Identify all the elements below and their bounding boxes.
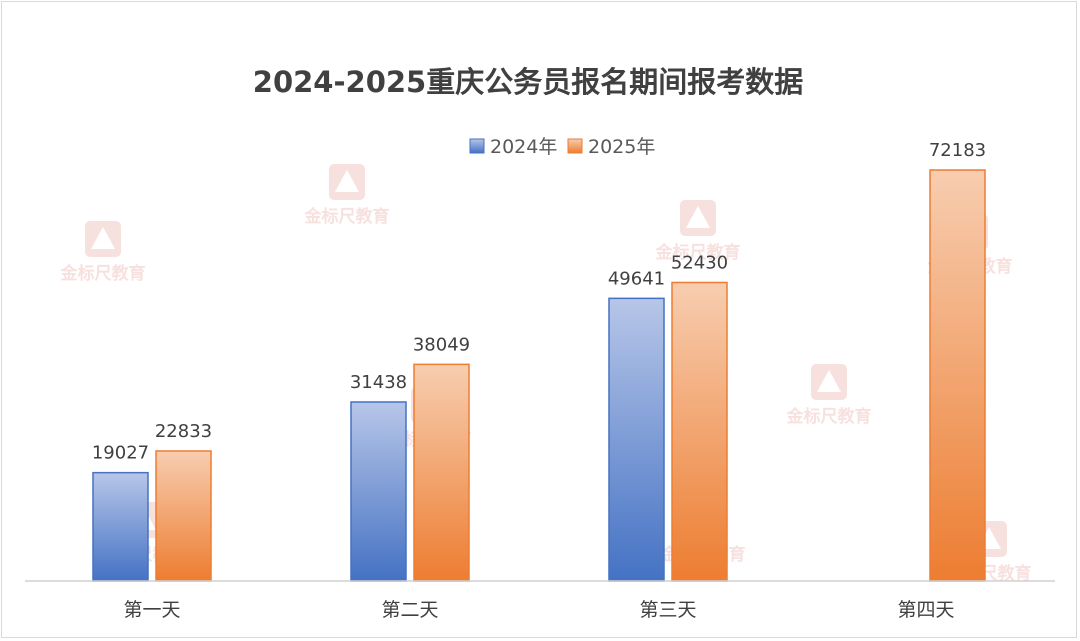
bar-group: [92, 169, 986, 582]
watermark-text: 金标尺教育: [786, 406, 872, 427]
data-label-group: 19027 31438 49641 22833 38049 52430 72183: [92, 140, 986, 464]
bar-2024年-第一天: [92, 471, 149, 582]
watermark-triangle-icon: [686, 206, 710, 228]
data-label-2025年-第一天: 22833: [155, 421, 212, 442]
chart-title: 2024-2025重庆公务员报名期间报考数据: [253, 65, 803, 99]
legend-label-2025: 2025年: [588, 136, 655, 158]
data-label-2025年-第三天: 52430: [671, 252, 728, 273]
x-tick-label-4: 第四天: [897, 599, 954, 621]
watermark: 金标尺教育: [786, 364, 872, 427]
data-label-2025年-第二天: 38049: [413, 334, 470, 355]
bar-2025年-第四天: [929, 169, 986, 582]
watermark-triangle-icon: [91, 227, 115, 249]
x-tick-label-3: 第三天: [639, 599, 696, 621]
watermark: 金标尺教育: [655, 200, 741, 263]
bar-2025年-第二天: [413, 363, 470, 582]
watermark-text: 金标尺教育: [60, 263, 146, 284]
data-label-2024年-第三天: 49641: [608, 268, 665, 289]
watermark-text: 金标尺教育: [304, 206, 390, 227]
x-tick-label-1: 第一天: [123, 599, 180, 621]
data-label-2024年-第二天: 31438: [350, 372, 407, 393]
watermark-triangle-icon: [817, 370, 841, 392]
watermark: 金标尺教育: [60, 221, 146, 284]
x-axis-tick-labels: 第一天 第二天 第三天 第四天: [123, 599, 954, 621]
legend-label-2024: 2024年: [490, 136, 557, 158]
bar-2024年-第三天: [608, 297, 665, 582]
watermark-triangle-icon: [335, 170, 359, 192]
data-label-2025年-第四天: 72183: [929, 140, 986, 161]
data-label-2024年-第一天: 19027: [92, 443, 149, 464]
bar-2025年-第一天: [155, 450, 212, 582]
legend: 2024年 2025年: [469, 136, 655, 158]
watermark: 金标尺教育: [304, 164, 390, 227]
legend-swatch-2025: [567, 138, 583, 154]
legend-swatch-2024: [469, 138, 485, 154]
bar-2024年-第二天: [350, 401, 407, 582]
watermark-text: 金标尺教育: [655, 242, 741, 263]
bar-2025年-第三天: [671, 281, 728, 582]
x-tick-label-2: 第二天: [381, 599, 438, 621]
